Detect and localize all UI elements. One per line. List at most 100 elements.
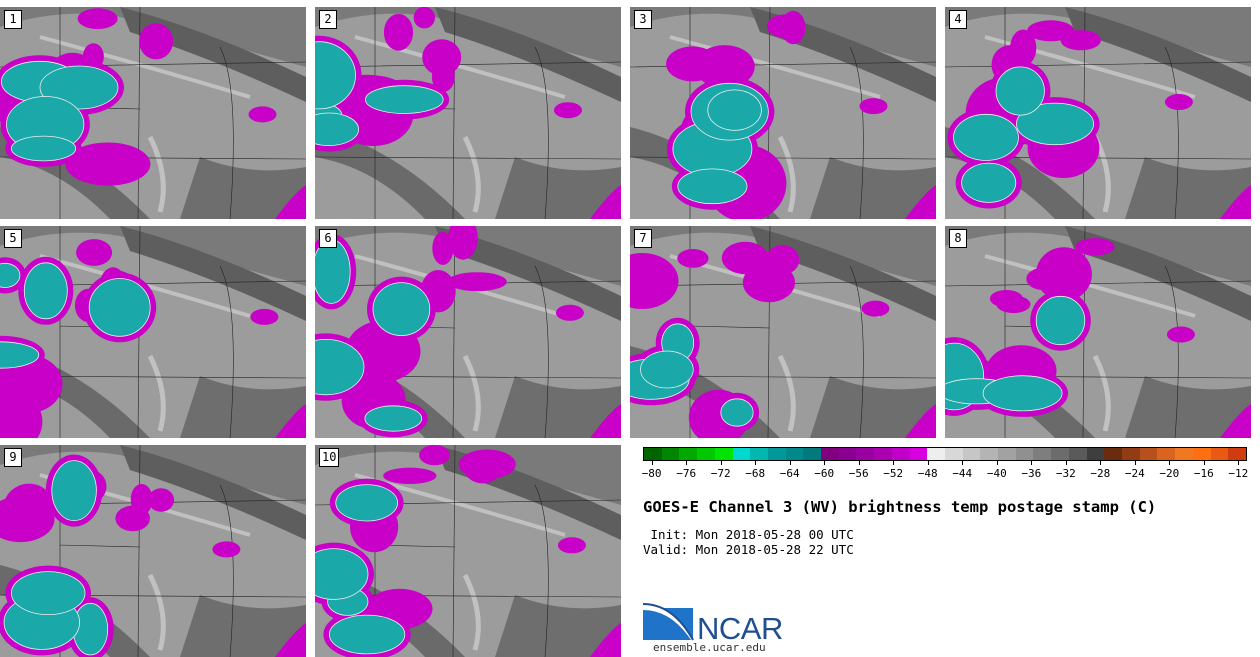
tick-mark [1065,461,1067,465]
wv-map-2 [315,7,621,219]
colorbar-segment [1033,448,1052,460]
tick-label: −80 [641,467,662,480]
tick-label: −64 [779,467,800,480]
panel-label: 2 [319,10,337,29]
colorbar-segment [679,448,698,460]
wv-map-4 [945,7,1251,219]
colorbar-segment [909,448,928,460]
panel-9: 9 [0,445,306,657]
panel-label: 6 [319,229,337,248]
colorbar [643,447,1247,461]
panel-3: 3 [630,7,936,219]
colorbar-segment [891,448,910,460]
tick-mark [686,461,688,465]
colorbar-segment [980,448,999,460]
ncar-logo-icon [643,603,694,641]
tick-label: −72 [710,467,731,480]
tick-label: −76 [676,467,697,480]
wv-map-9 [0,445,306,657]
colorbar-segment [1192,448,1211,460]
tick-mark [1238,461,1240,465]
panel-5: 5 [0,226,306,438]
colorbar-segment [821,448,839,460]
tick-mark [824,461,826,465]
colorbar-segment [803,448,822,460]
colorbar-segment [714,448,733,460]
tick-label: −24 [1124,467,1145,480]
colorbar-segment [1086,448,1105,460]
panel-label: 9 [4,448,22,467]
colorbar-segment [838,448,857,460]
colorbar-segment [1121,448,1140,460]
tick-label: −48 [917,467,938,480]
tick-mark [996,461,998,465]
tick-label: −52 [883,467,904,480]
colorbar-segment [927,448,945,460]
tick-label: −60 [814,467,835,480]
panel-7: 7 [630,226,936,438]
colorbar-segment [785,448,804,460]
colorbar-segment [1015,448,1034,460]
colorbar-segment [1139,448,1158,460]
tick-mark [1169,461,1171,465]
panel-label: 3 [634,10,652,29]
tick-label: −44 [952,467,973,480]
colorbar-segment [1104,448,1122,460]
colorbar-segment [1210,448,1229,460]
wv-map-7 [630,226,936,438]
tick-mark [893,461,895,465]
tick-label: −36 [1021,467,1042,480]
tick-mark [720,461,722,465]
colorbar-segment [661,448,680,460]
tick-mark [1203,461,1205,465]
wv-map-6 [315,226,621,438]
tick-label: −12 [1228,467,1249,480]
colorbar-segment [856,448,875,460]
wv-map-10 [315,445,621,657]
tick-mark [927,461,929,465]
tick-label: −40 [986,467,1007,480]
colorbar-segment [1175,448,1193,460]
tick-mark [1031,461,1033,465]
colorbar-segment [1068,448,1087,460]
init-time: Init: Mon 2018-05-28 00 UTC [643,527,854,542]
tick-mark [651,461,653,465]
colorbar-segment [874,448,892,460]
colorbar-segment [962,448,981,460]
colorbar-segment [1228,448,1246,460]
tick-mark [755,461,757,465]
colorbar-segment [750,448,768,460]
panel-1: 1 [0,7,306,219]
logo-url: ensemble.ucar.edu [653,641,766,654]
tick-mark [789,461,791,465]
colorbar-segment [767,448,786,460]
panel-label: 1 [4,10,22,29]
colorbar-segment [1051,448,1069,460]
tick-mark [858,461,860,465]
tick-label: −32 [1055,467,1076,480]
colorbar-segment [944,448,963,460]
tick-mark [962,461,964,465]
colorbar-segment [732,448,751,460]
panel-2: 2 [315,7,621,219]
colorbar-segment [1157,448,1176,460]
tick-label: −68 [745,467,766,480]
panel-label: 7 [634,229,652,248]
wv-map-8 [945,226,1251,438]
panel-10: 10 [315,445,621,657]
tick-label: −16 [1193,467,1214,480]
tick-label: −28 [1090,467,1111,480]
tick-mark [1134,461,1136,465]
tick-label: −56 [848,467,869,480]
figure-title: GOES-E Channel 3 (WV) brightness temp po… [643,498,1157,516]
tick-label: −20 [1159,467,1180,480]
colorbar-segment [644,448,662,460]
wv-map-3 [630,7,936,219]
colorbar-ticks: −80 −76 −72 −68 −64 −60 −56 −52 −48 −44 −40 −36 −32 −… [641,461,1249,485]
panel-label: 8 [949,229,967,248]
colorbar-segment [998,448,1016,460]
panel-label: 5 [4,229,22,248]
panel-6: 6 [315,226,621,438]
panel-label: 4 [949,10,967,29]
panel-8: 8 [945,226,1251,438]
